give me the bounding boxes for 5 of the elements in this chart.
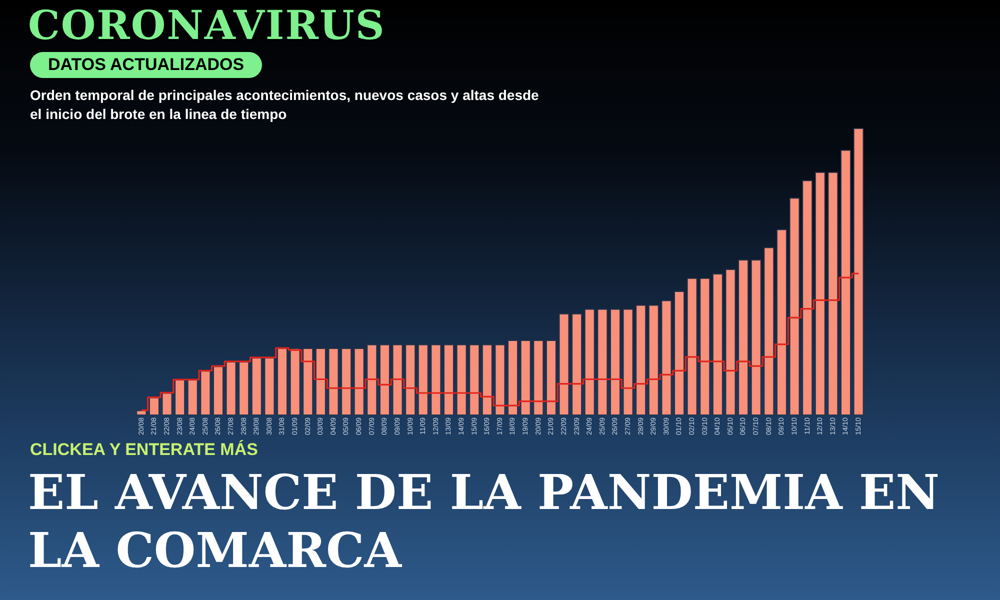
text: Orden temporal de principales acontecimientos, nuevos casos y altas desde el inicio del brote en la linea de tiempo	[30, 86, 540, 124]
text: CLICKEA Y ENTERATE MÁS	[30, 440, 258, 460]
text: EL AVANCE DE LA PANDEMIA EN LA COMARCA	[28, 464, 940, 580]
chart-title: CORONAVIRUS	[28, 2, 386, 49]
chart-subtitle: DATOS ACTUALIZADOS	[30, 52, 262, 78]
